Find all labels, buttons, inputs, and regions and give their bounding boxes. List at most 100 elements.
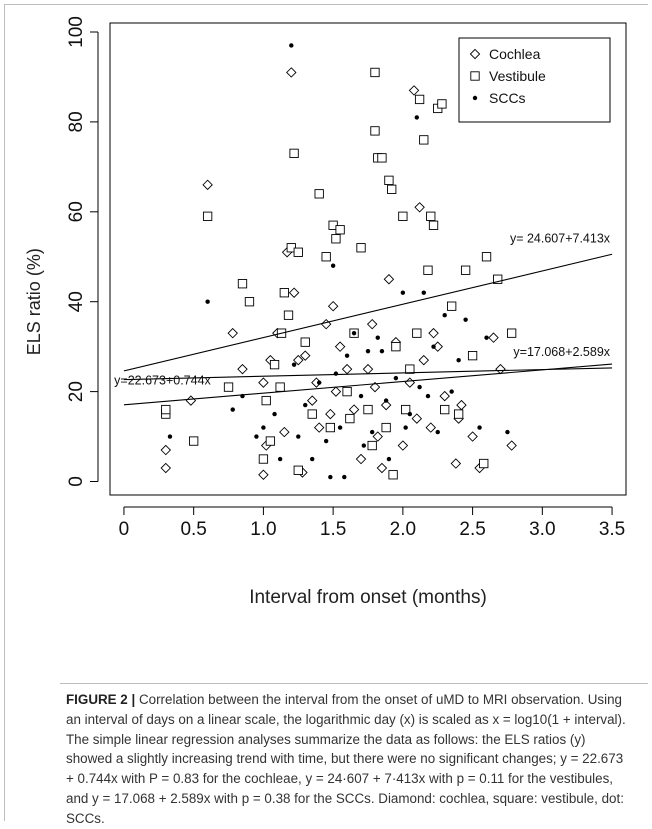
cochlea-point	[185, 395, 197, 406]
sccs-point	[393, 375, 399, 381]
vestibule-point	[481, 252, 492, 262]
vestibule-point	[363, 404, 373, 415]
cochlea-point	[320, 318, 332, 330]
cochlea-point	[428, 327, 439, 339]
sccs-point	[383, 398, 389, 403]
vestibule-point	[161, 404, 171, 415]
cochlea-point	[202, 179, 213, 191]
cochlea-point	[279, 426, 290, 438]
sccs-point	[403, 425, 408, 430]
cochlea-point	[288, 287, 300, 298]
cochlea-point	[227, 327, 238, 339]
x-tick-label: 3.5	[599, 519, 625, 540]
sccs-point	[414, 115, 420, 120]
vestibule-point	[460, 265, 471, 275]
sccs-point	[477, 425, 482, 430]
cochlea-point	[418, 354, 430, 366]
vestibule-point	[419, 135, 429, 145]
cochlea-point	[467, 431, 478, 442]
sccs-point	[442, 312, 447, 318]
legend-sccs-marker	[472, 95, 478, 101]
cochlea-point	[450, 458, 462, 469]
vestibule-point	[493, 274, 503, 284]
x-tick-label: 1.5	[320, 519, 346, 540]
sccs-regression-line	[123, 363, 613, 406]
vestibule-point	[423, 265, 433, 275]
vestibule-point	[414, 94, 425, 105]
sccs-point	[328, 474, 333, 480]
cochlea-point	[355, 453, 367, 465]
legend-cochlea-label: Cochlea	[489, 46, 541, 62]
cochlea-point	[383, 273, 395, 285]
cochlea-point	[425, 422, 436, 433]
vestibule-point	[356, 243, 366, 253]
cochlea-point	[286, 67, 297, 78]
vestibule-point	[506, 328, 517, 338]
vestibule-point	[388, 470, 398, 480]
vestibule-point	[279, 288, 289, 298]
cochlea-point	[506, 440, 517, 451]
sccs-point	[417, 384, 422, 390]
caption-divider	[60, 683, 648, 684]
sccs-point	[358, 393, 364, 399]
sccs-point	[484, 335, 489, 340]
vestibule-point	[265, 436, 276, 446]
cochlea-point	[258, 377, 269, 388]
sccs-point	[400, 290, 406, 295]
cochlea-point	[341, 363, 353, 375]
sccs-point	[272, 411, 277, 417]
cochlea-point	[397, 440, 409, 451]
cochlea-point	[414, 202, 425, 213]
vestibule-point	[223, 382, 234, 392]
vestibule-point	[335, 225, 345, 235]
x-tick-label: 2.0	[390, 519, 416, 540]
cochlea-point	[330, 386, 342, 397]
sccs-point	[337, 425, 343, 430]
sccs-point	[296, 434, 301, 439]
y-tick-label: 40	[66, 291, 87, 312]
vestibule-point	[437, 99, 447, 109]
legend-sccs-label: SCCs	[489, 90, 526, 106]
sccs-point	[379, 348, 385, 354]
y-tick-label: 60	[66, 201, 87, 222]
x-tick-label: 0	[119, 519, 130, 540]
vestibule-point	[345, 413, 355, 424]
legend-box	[458, 37, 611, 123]
scatter-chart: 0 0.5 1.0 1.5 2.0 2.5 3.0 3.5 0 20 40 60 80 100 Interv…	[24, 16, 627, 608]
cochlea-point	[380, 399, 392, 411]
sccs-point	[289, 43, 294, 48]
vestibule-point	[189, 436, 199, 446]
sccs-point	[449, 389, 454, 394]
caption-label: FIGURE 2 |	[66, 692, 136, 707]
vestibule-point	[202, 211, 213, 221]
sccs-point	[230, 407, 235, 412]
vestibule-point	[237, 279, 248, 289]
vestibule-regression-label: y= 24.607+7.413x	[510, 231, 611, 245]
plot-frame	[109, 22, 627, 496]
caption-text: Correlation between the interval from th…	[66, 692, 626, 826]
sccs-point	[361, 443, 367, 448]
cochlea-point	[313, 422, 325, 433]
cochlea-point	[306, 395, 318, 406]
x-tick-label: 3.0	[529, 519, 555, 540]
sccs-point	[344, 353, 350, 358]
cochlea-point	[300, 350, 311, 361]
x-axis-title: Interval from onset (months)	[249, 587, 487, 608]
cochlea-point	[488, 332, 499, 343]
sccs-point	[365, 348, 371, 354]
vestibule-point	[293, 465, 303, 475]
vestibule-point	[370, 67, 380, 78]
cochlea-point	[327, 300, 339, 312]
vestibule-point	[426, 211, 436, 221]
cochlea-point	[404, 377, 416, 388]
cochlea-point	[366, 318, 378, 330]
vestibule-point	[453, 409, 464, 419]
legend-vestibule-label: Vestibule	[489, 68, 546, 84]
vestibule-point	[307, 409, 317, 419]
sccs-point	[431, 344, 436, 349]
vestibule-point	[321, 252, 331, 262]
vestibule-point	[367, 440, 377, 451]
sccs-point	[277, 456, 283, 462]
vestibule-point	[405, 364, 415, 374]
vestibule-point	[428, 220, 439, 230]
